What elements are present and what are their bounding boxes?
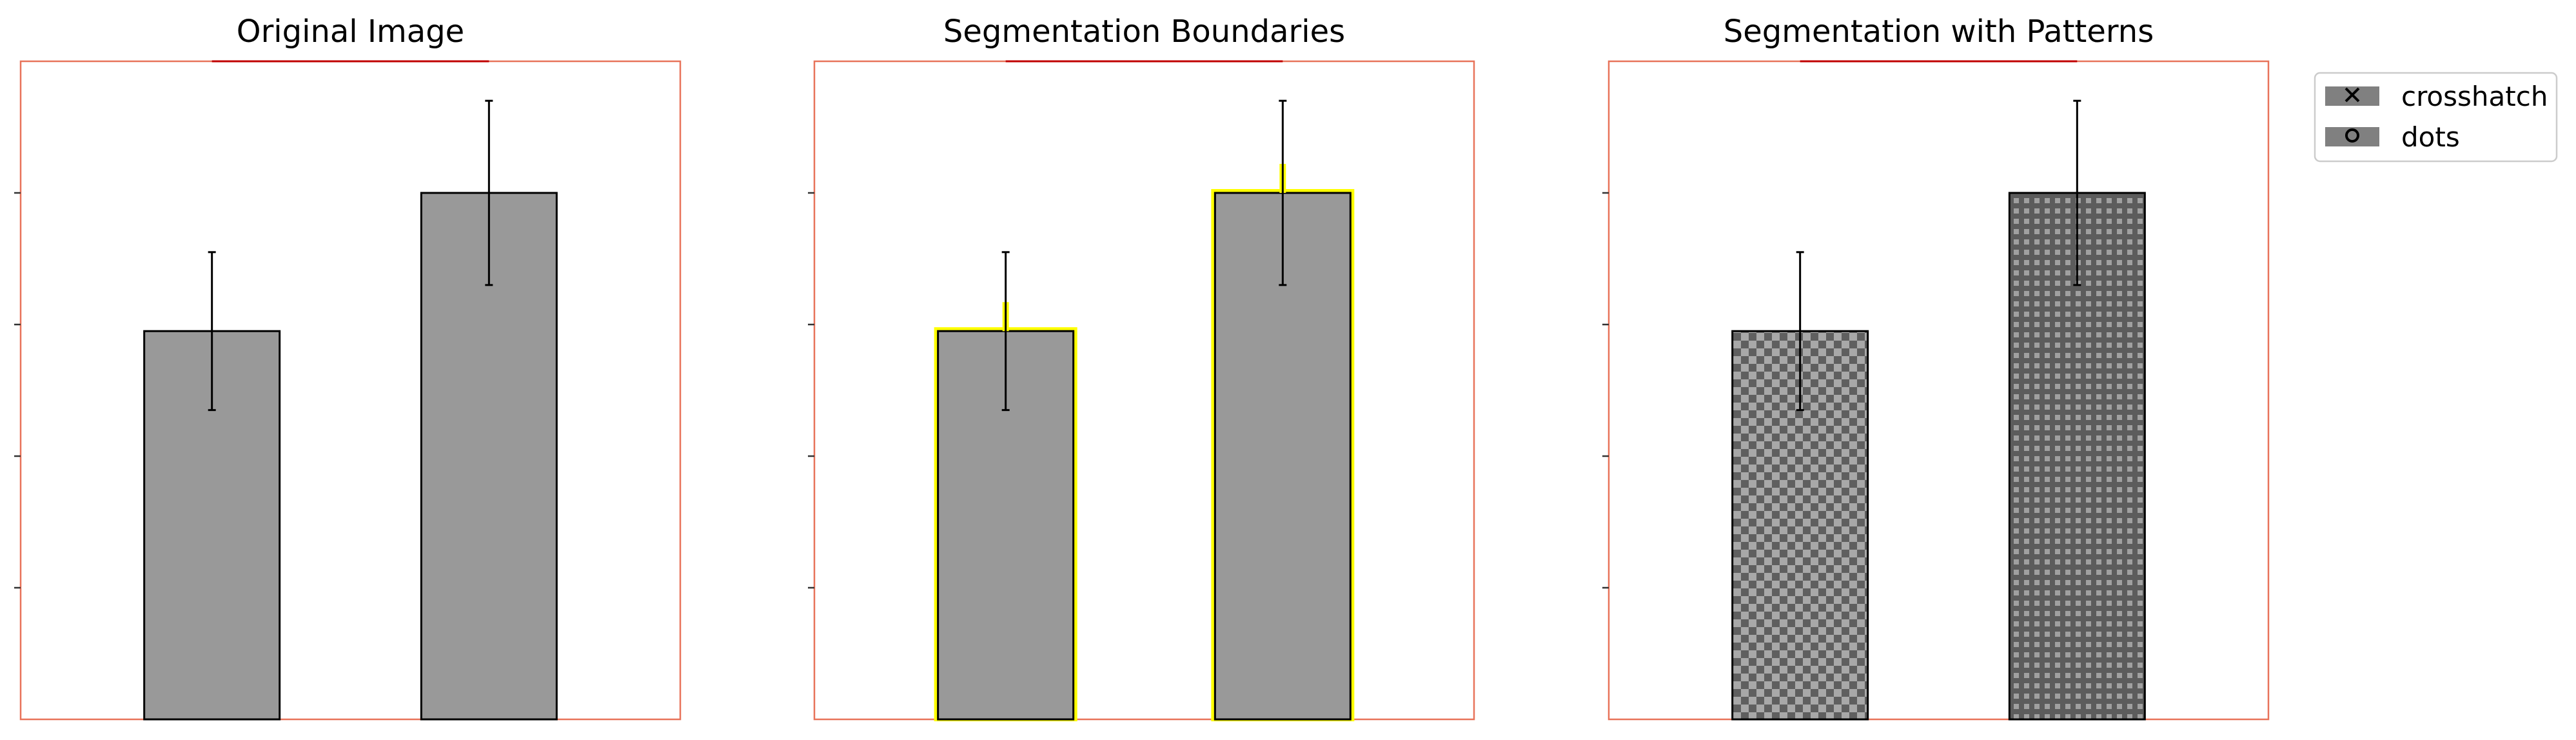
legend-label: dots bbox=[2401, 121, 2460, 153]
panel-2: Segmentation Boundaries bbox=[808, 14, 1475, 721]
panel-3: Segmentation with Patterns bbox=[1602, 14, 2270, 721]
error-bar bbox=[1001, 251, 1010, 412]
panel-title: Segmentation Boundaries bbox=[943, 14, 1345, 50]
panel-title: Segmentation with Patterns bbox=[1724, 14, 2154, 50]
error-bar bbox=[1796, 251, 1804, 412]
legend-item-dots: dots bbox=[2325, 121, 2460, 153]
legend-label: crosshatch bbox=[2401, 81, 2548, 112]
panel-title: Original Image bbox=[237, 14, 464, 50]
error-bar bbox=[485, 99, 493, 286]
panel-1: Original Image bbox=[14, 14, 682, 721]
legend-item-crosshatch: crosshatch bbox=[2325, 81, 2548, 112]
error-bar bbox=[208, 251, 216, 412]
error-bar bbox=[2073, 99, 2081, 286]
legend: crosshatch dots bbox=[2314, 72, 2558, 163]
axes-frame bbox=[813, 60, 1475, 721]
axes-frame bbox=[1608, 60, 2270, 721]
error-bar bbox=[1279, 99, 1287, 286]
axes-frame bbox=[19, 60, 682, 721]
